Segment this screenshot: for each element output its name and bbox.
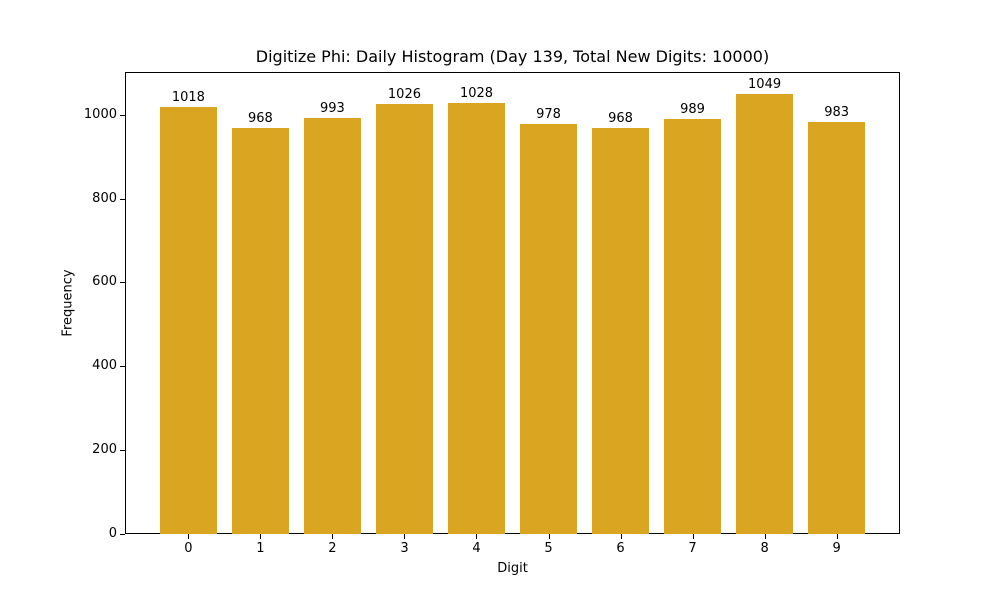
bar-value-label: 1028 — [459, 86, 494, 102]
y-tick-label: 800 — [92, 190, 117, 206]
y-tick-label: 1000 — [83, 106, 117, 122]
x-tick — [260, 534, 262, 539]
x-tick — [188, 534, 190, 539]
x-tick-label: 3 — [400, 541, 409, 556]
x-tick-label: 9 — [832, 541, 841, 556]
x-tick — [836, 534, 838, 539]
y-tick — [120, 366, 125, 368]
bar-value-label: 993 — [320, 100, 345, 116]
bar-value-label: 983 — [824, 104, 850, 120]
bar — [735, 94, 794, 534]
x-tick — [332, 534, 334, 539]
y-tick-label: 400 — [92, 358, 117, 374]
chart-title: Digitize Phi: Daily Histogram (Day 139, … — [255, 47, 770, 66]
x-tick — [548, 534, 550, 539]
x-tick-label: 0 — [184, 541, 193, 556]
bar-value-label: 1018 — [171, 90, 205, 106]
x-tick-label: 8 — [760, 541, 769, 556]
y-tick — [120, 282, 125, 284]
x-tick-label: 6 — [616, 541, 625, 556]
x-tick-label: 7 — [688, 541, 697, 556]
plot-area — [125, 72, 900, 534]
bar — [375, 103, 434, 534]
bar — [807, 121, 866, 534]
y-tick — [120, 198, 125, 200]
bar — [519, 123, 578, 534]
y-tick — [120, 114, 125, 116]
y-axis-label: Frequency — [60, 269, 76, 337]
x-tick-label: 1 — [256, 541, 265, 556]
bar — [663, 119, 722, 534]
x-axis-label: Digit — [497, 561, 528, 576]
bar — [447, 103, 506, 534]
x-tick-label: 5 — [544, 541, 553, 556]
y-tick — [120, 450, 125, 452]
bar-value-label: 978 — [536, 106, 561, 122]
bar-value-label: 1049 — [748, 77, 782, 93]
bar-value-label: 968 — [608, 111, 633, 127]
bar-value-label: 968 — [247, 111, 273, 127]
y-tick-label: 600 — [92, 274, 117, 290]
bar — [231, 128, 290, 534]
x-tick — [404, 534, 406, 539]
x-tick — [620, 534, 622, 539]
x-tick — [692, 534, 694, 539]
x-tick — [476, 534, 478, 539]
bar-value-label: 1026 — [387, 86, 421, 102]
x-tick — [764, 534, 766, 539]
x-tick-label: 4 — [472, 541, 481, 556]
bar — [591, 128, 650, 534]
y-tick-label: 200 — [92, 442, 117, 458]
y-tick-label: 0 — [108, 526, 117, 541]
x-tick-label: 2 — [328, 541, 337, 556]
bar-value-label: 989 — [680, 102, 705, 118]
bar — [159, 107, 218, 534]
bar — [303, 117, 362, 534]
y-tick — [120, 534, 125, 535]
